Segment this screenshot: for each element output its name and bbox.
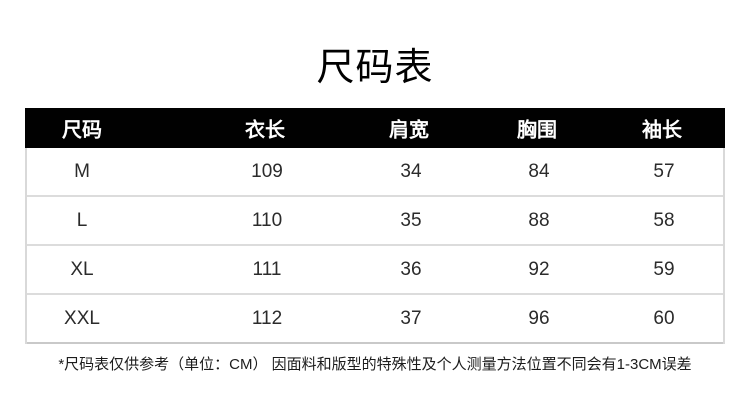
cell-length: 109 (251, 160, 283, 182)
cell-bust: 84 (528, 160, 550, 182)
cell-sleeve: 60 (653, 307, 675, 329)
table-header-row: 尺码 衣长 肩宽 胸围 袖长 (25, 108, 725, 148)
cell-shoulder: 37 (400, 307, 422, 329)
cell-size: XXL (64, 307, 100, 329)
cell-length: 112 (251, 307, 283, 329)
cell-size: XL (70, 258, 94, 280)
table-row-xxl: XXL 112 37 96 60 (27, 295, 723, 344)
cell-length: 111 (252, 258, 282, 280)
cell-sleeve: 58 (653, 209, 675, 231)
cell-size: L (76, 209, 88, 231)
cell-sleeve: 57 (653, 160, 675, 182)
cell-shoulder: 34 (400, 160, 422, 182)
cell-size: M (74, 160, 90, 182)
header-cell-shoulder: 肩宽 (389, 119, 429, 142)
page-title: 尺码表 (316, 47, 434, 90)
cell-bust: 92 (528, 258, 550, 280)
cell-shoulder: 35 (400, 209, 422, 231)
cell-bust: 88 (528, 209, 550, 231)
cell-length: 110 (251, 209, 283, 231)
table-row-xl: XL 111 36 92 59 (27, 246, 723, 295)
footnote: *尺码表仅供参考（单位：CM） 因面料和版型的特殊性及个人测量方法位置不同会有1… (58, 356, 692, 373)
header-cell-bust: 胸围 (517, 119, 557, 142)
cell-bust: 96 (528, 307, 550, 329)
header-cell-length: 衣长 (245, 119, 285, 142)
cell-sleeve: 59 (653, 258, 675, 280)
table-row-l: L 110 35 88 58 (27, 197, 723, 246)
table-row-m: M 109 34 84 57 (27, 148, 723, 197)
size-table: 尺码 衣长 肩宽 胸围 袖长 M 109 34 84 57 L 110 35 8… (25, 108, 725, 344)
header-cell-sleeve: 袖长 (642, 119, 682, 142)
cell-shoulder: 36 (400, 258, 422, 280)
header-cell-size: 尺码 (62, 119, 102, 142)
